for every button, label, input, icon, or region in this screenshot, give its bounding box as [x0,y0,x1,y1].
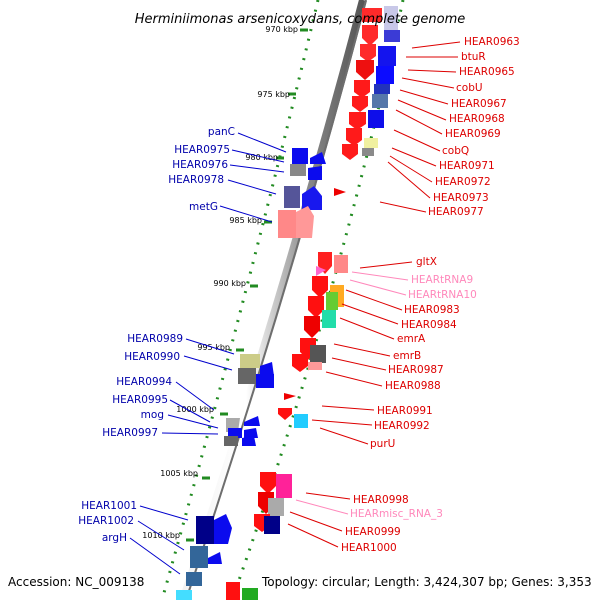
gene-label: HEAR1000 [341,542,397,554]
gene-label: HEAR0999 [345,526,401,538]
gene-label: HEAR0969 [445,128,501,140]
reverse-leader-lines [287,41,461,548]
genome-backbone-edge [185,0,367,600]
forward-gene-blocks [176,148,326,600]
accession-text: Accession: NC_009138 [8,575,144,589]
gene-label: HEAR1002 [78,515,134,527]
gene-label: panC [208,126,235,138]
gene-label: HEAR0995 [112,394,168,406]
gene-label: HEAR0992 [374,420,430,432]
gene-label: HEARmisc_RNA_3 [350,508,443,520]
gene-label: HEAR0963 [464,36,520,48]
gene-label: emrA [397,333,426,345]
gene-label: emrB [393,350,421,362]
scale-tick-label: 1000 kbp [176,405,214,414]
gene-label: HEARtRNA10 [408,289,477,301]
gene-label: HEAR0991 [377,405,433,417]
gene-label: HEAR0971 [439,160,495,172]
gene-label: HEAR1001 [81,500,137,512]
map-title: Herminiimonas arsenicoxydans, complete g… [135,12,465,27]
gene-label: HEAR0997 [102,427,158,439]
scale-tick-label: 990 kbp [213,279,246,288]
gene-label: HEARtRNA9 [411,274,473,286]
gene-label: HEAR0972 [435,176,491,188]
gene-label: HEAR0965 [459,66,515,78]
gene-label: HEAR0989 [127,333,183,345]
scale-tick-marks [186,28,308,542]
gene-label: metG [189,201,218,213]
gene-label: mog [141,409,164,421]
gene-label: HEAR0983 [404,304,460,316]
gene-label: argH [102,532,127,544]
gene-label: HEAR0978 [168,174,224,186]
gene-label: HEAR0973 [433,192,489,204]
scale-tick-labels: 970 kbp 975 kbp 980 kbp 985 kbp 990 kbp … [142,25,298,540]
scale-tick-label: 975 kbp [257,90,290,99]
scale-tick-label: 970 kbp [265,25,298,34]
gene-label: HEAR0967 [451,98,507,110]
genome-stats-text: Topology: circular; Length: 3,424,307 bp… [261,575,592,589]
forward-leader-lines [129,132,287,575]
gene-label: HEAR0988 [385,380,441,392]
gene-label: purU [370,438,395,450]
scale-tick-label: 980 kbp [245,153,278,162]
forward-gene-labels: panC HEAR0975 HEAR0976 HEAR0978 metG HEA… [78,126,235,544]
gene-label: gltX [416,256,437,268]
gene-label: HEAR0968 [449,113,505,125]
scale-tick-label: 1005 kbp [160,469,198,478]
reverse-gene-blocks [226,6,400,600]
gene-label: HEAR0975 [174,144,230,156]
gene-label: HEAR0984 [401,319,457,331]
genome-backbone [179,0,367,600]
gene-label: HEAR0987 [388,364,444,376]
gene-label: HEAR0977 [428,206,484,218]
gene-label: btuR [461,51,486,63]
gene-label: cobU [456,82,483,94]
scale-tick-label: 985 kbp [229,216,262,225]
gene-label: HEAR0994 [116,376,172,388]
reverse-gene-labels: HEAR0963 btuR HEAR0965 cobU HEAR0967 HEA… [341,36,520,554]
forward-strand-track [160,0,320,600]
gene-label: cobQ [442,145,469,157]
gene-label: HEAR0990 [124,351,180,363]
gene-label: HEAR0976 [172,159,228,171]
gene-label: HEAR0998 [353,494,409,506]
